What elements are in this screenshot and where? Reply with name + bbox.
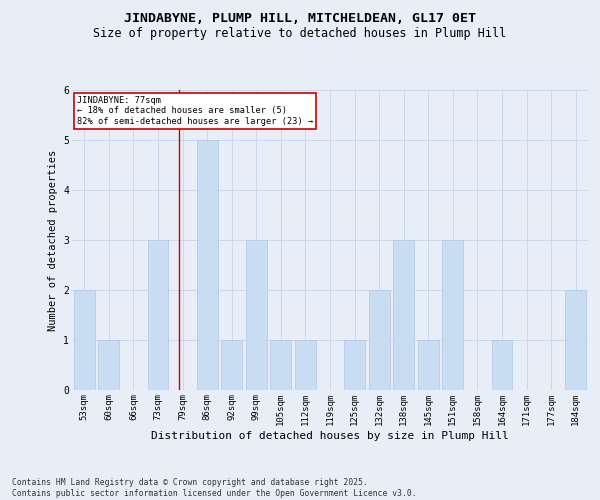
Bar <box>368 290 389 390</box>
Bar <box>148 240 169 390</box>
Bar <box>221 340 242 390</box>
Text: Size of property relative to detached houses in Plump Hill: Size of property relative to detached ho… <box>94 28 506 40</box>
Bar <box>418 340 439 390</box>
Bar <box>197 140 218 390</box>
Bar <box>246 240 267 390</box>
Text: JINDABYNE, PLUMP HILL, MITCHELDEAN, GL17 0ET: JINDABYNE, PLUMP HILL, MITCHELDEAN, GL17… <box>124 12 476 26</box>
X-axis label: Distribution of detached houses by size in Plump Hill: Distribution of detached houses by size … <box>151 430 509 440</box>
Bar <box>393 240 414 390</box>
Bar <box>98 340 119 390</box>
Y-axis label: Number of detached properties: Number of detached properties <box>48 150 58 330</box>
Bar <box>271 340 292 390</box>
Bar <box>491 340 512 390</box>
Bar <box>74 290 95 390</box>
Text: JINDABYNE: 77sqm
← 18% of detached houses are smaller (5)
82% of semi-detached h: JINDABYNE: 77sqm ← 18% of detached house… <box>77 96 313 126</box>
Text: Contains HM Land Registry data © Crown copyright and database right 2025.
Contai: Contains HM Land Registry data © Crown c… <box>12 478 416 498</box>
Bar <box>295 340 316 390</box>
Bar <box>344 340 365 390</box>
Bar <box>442 240 463 390</box>
Bar <box>565 290 586 390</box>
